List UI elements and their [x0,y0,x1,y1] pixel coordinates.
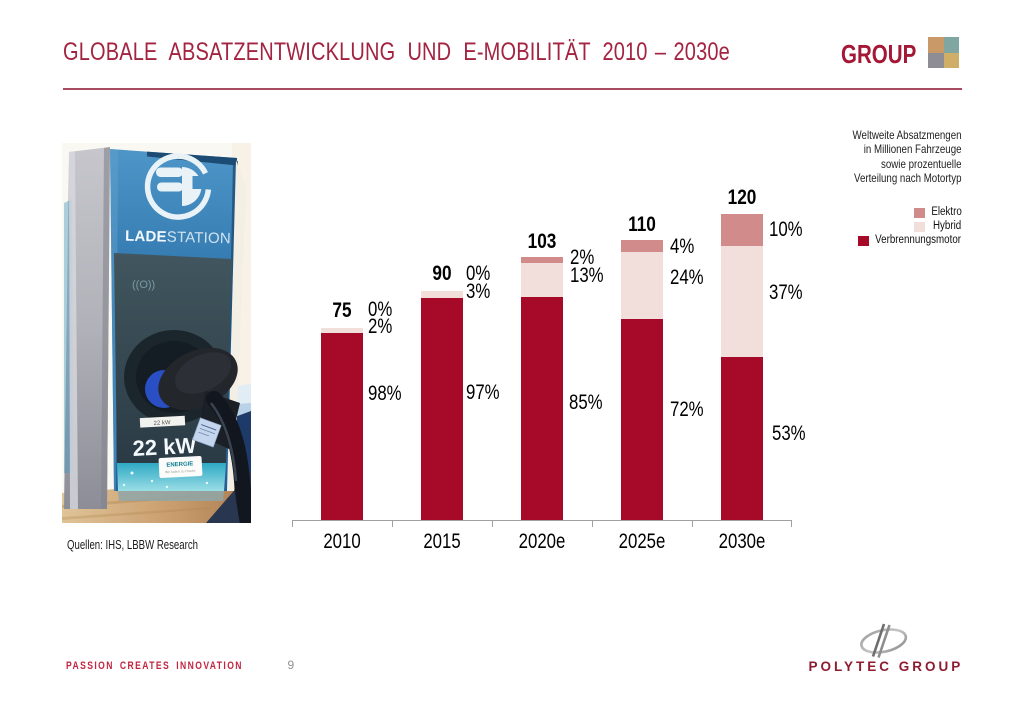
svg-text:22 kW: 22 kW [132,433,197,461]
svg-text:22 kW: 22 kW [153,420,171,427]
svg-text:((O)): ((O)) [132,279,155,291]
svg-text:Wir laden zu Hause: Wir laden zu Hause [165,469,196,475]
svg-text:LADESTATION: LADESTATION [125,228,231,248]
svg-text:ENERGIE: ENERGIE [166,461,193,468]
